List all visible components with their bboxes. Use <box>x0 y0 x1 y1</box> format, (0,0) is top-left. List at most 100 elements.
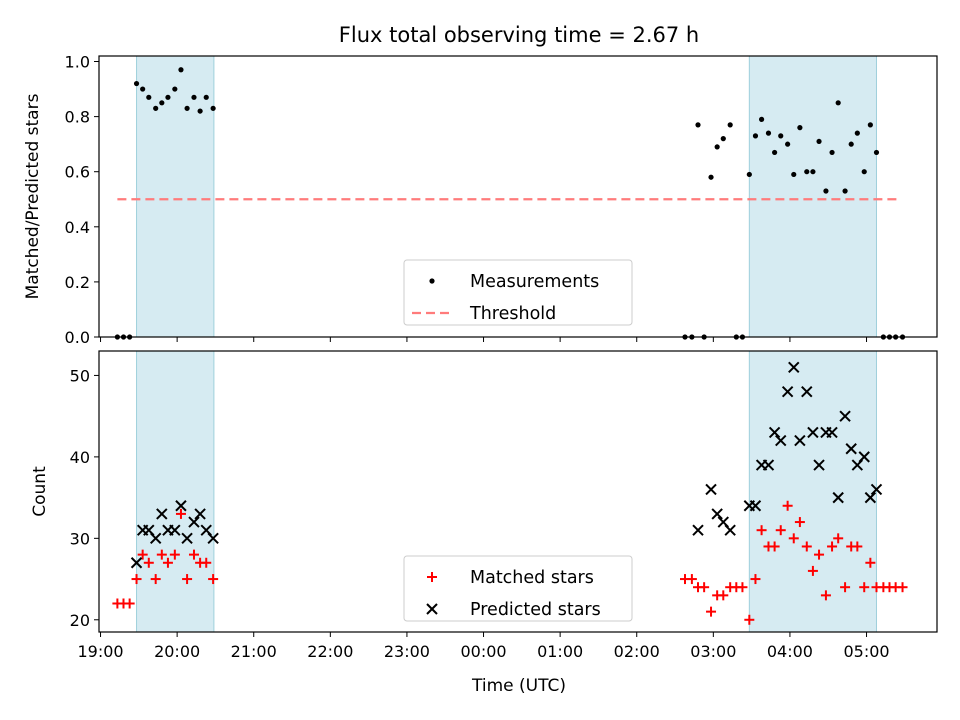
measurement-point <box>829 149 835 156</box>
measurement-point <box>172 86 178 92</box>
matched-star-point <box>750 574 761 585</box>
predicted-star-point <box>826 426 838 439</box>
measurement-point <box>816 138 822 145</box>
predicted-star-point <box>188 516 200 528</box>
predicted-star-point <box>768 426 781 439</box>
measurement-point <box>708 174 714 180</box>
predicted-star-point <box>762 459 775 471</box>
chart-title: Flux total observing time = 2.67 h <box>339 23 699 47</box>
predicted-star-point <box>801 386 813 398</box>
x-tick-label: 01:00 <box>537 642 583 661</box>
bottom-panel: 20 30 40 50 19:00 20:00 21:00 22:00 23:00 00:00 0… <box>30 350 938 696</box>
top-y-ticks: 0.0 0.2 0.4 0.6 0.8 1.0 <box>65 53 99 347</box>
predicted-star-point <box>149 532 162 545</box>
measurement-point <box>695 122 701 128</box>
legend-matched-marker <box>427 572 437 582</box>
measurement-point <box>797 125 803 131</box>
bottom-shaded-span-2 <box>748 350 877 633</box>
bottom-legend: Matched stars Predicted stars <box>403 555 633 622</box>
x-tick-label: 02:00 <box>614 642 660 661</box>
bottom-y-ticks: 20 30 40 50 <box>70 366 99 630</box>
measurement-point <box>159 100 165 106</box>
top-legend-label: Measurements <box>470 272 599 292</box>
bottom-legend-label: Matched stars <box>470 568 594 588</box>
measurement-point <box>714 144 720 150</box>
matched-star-point <box>124 598 135 609</box>
measurement-point <box>867 122 873 128</box>
predicted-star-point <box>845 443 857 455</box>
measurement-point <box>804 169 810 175</box>
top-legend-box <box>403 259 633 326</box>
counts-series <box>112 361 908 625</box>
matched-star-point <box>137 549 148 560</box>
bottom-shaded-span-1 <box>136 350 215 633</box>
x-tick-label: 21:00 <box>231 642 277 661</box>
measurement-point <box>785 141 791 147</box>
top-legend: Measurements Threshold <box>403 259 633 326</box>
x-tick-label: 00:00 <box>460 642 506 661</box>
top-y-tick-label: 0.2 <box>65 273 90 292</box>
measurement-point <box>165 94 171 100</box>
matched-star-point <box>769 541 780 552</box>
top-y-tick-label: 0.6 <box>65 163 90 182</box>
top-x-ticks <box>100 337 868 342</box>
measurement-point <box>191 94 197 100</box>
predicted-star-point <box>864 491 877 504</box>
measurement-point <box>133 80 140 87</box>
measurement-point <box>861 169 867 175</box>
matched-star-point <box>744 614 755 625</box>
matched-star-point <box>188 549 199 560</box>
x-tick-label: 04:00 <box>767 642 813 661</box>
matched-star-point <box>782 500 793 511</box>
matched-star-point <box>852 541 863 552</box>
predicted-star-point <box>705 483 717 496</box>
matched-star-point <box>131 574 142 585</box>
measurement-point <box>184 105 190 111</box>
predicted-star-point <box>870 483 883 496</box>
measurement-point <box>842 188 848 194</box>
matched-star-point <box>150 574 161 585</box>
matched-star-point <box>706 606 717 617</box>
measurement-point <box>203 94 209 100</box>
predicted-star-point <box>724 524 736 536</box>
measurement-point <box>758 116 765 122</box>
bottom-axes-frame <box>98 350 938 633</box>
predicted-star-point <box>207 532 219 545</box>
top-y-tick-label: 0.4 <box>65 218 90 237</box>
matched-star-point <box>775 525 786 536</box>
measurement-point <box>835 100 841 106</box>
predicted-star-point <box>788 361 800 373</box>
measurement-point <box>720 136 726 142</box>
top-y-axis-label: Matched/Predicted stars <box>23 93 43 299</box>
top-shaded-span-1 <box>136 55 215 338</box>
measurement-point <box>752 133 759 139</box>
predicted-star-point <box>130 557 143 569</box>
matched-star-point <box>686 574 697 585</box>
matched-star-point <box>794 517 805 528</box>
matched-star-point <box>788 533 799 544</box>
measurement-point <box>197 108 203 114</box>
bottom-legend-box <box>403 555 633 622</box>
bottom-shaded-spans <box>136 350 877 633</box>
matched-star-point <box>182 574 193 585</box>
top-y-tick-label: 0.0 <box>65 328 90 347</box>
matched-star-point <box>756 525 767 536</box>
matched-star-point <box>897 582 908 593</box>
matched-star-point <box>699 582 710 593</box>
matched-star-point <box>169 549 180 560</box>
predicted-star-point <box>775 434 787 447</box>
top-legend-label: Threshold <box>469 304 556 324</box>
matched-star-point <box>156 549 167 560</box>
measurement-point <box>873 149 880 156</box>
predicted-star-point <box>781 386 794 398</box>
predicted-star-point <box>711 508 723 520</box>
legend-measurement-marker <box>429 278 435 284</box>
measurement-point <box>772 149 778 156</box>
measurement-point <box>746 171 752 178</box>
measurement-point <box>791 171 797 178</box>
predicted-star-point <box>794 434 806 447</box>
matched-star-point <box>162 557 173 568</box>
predicted-star-point <box>181 532 193 545</box>
bottom-y-tick-label: 50 <box>70 366 90 385</box>
